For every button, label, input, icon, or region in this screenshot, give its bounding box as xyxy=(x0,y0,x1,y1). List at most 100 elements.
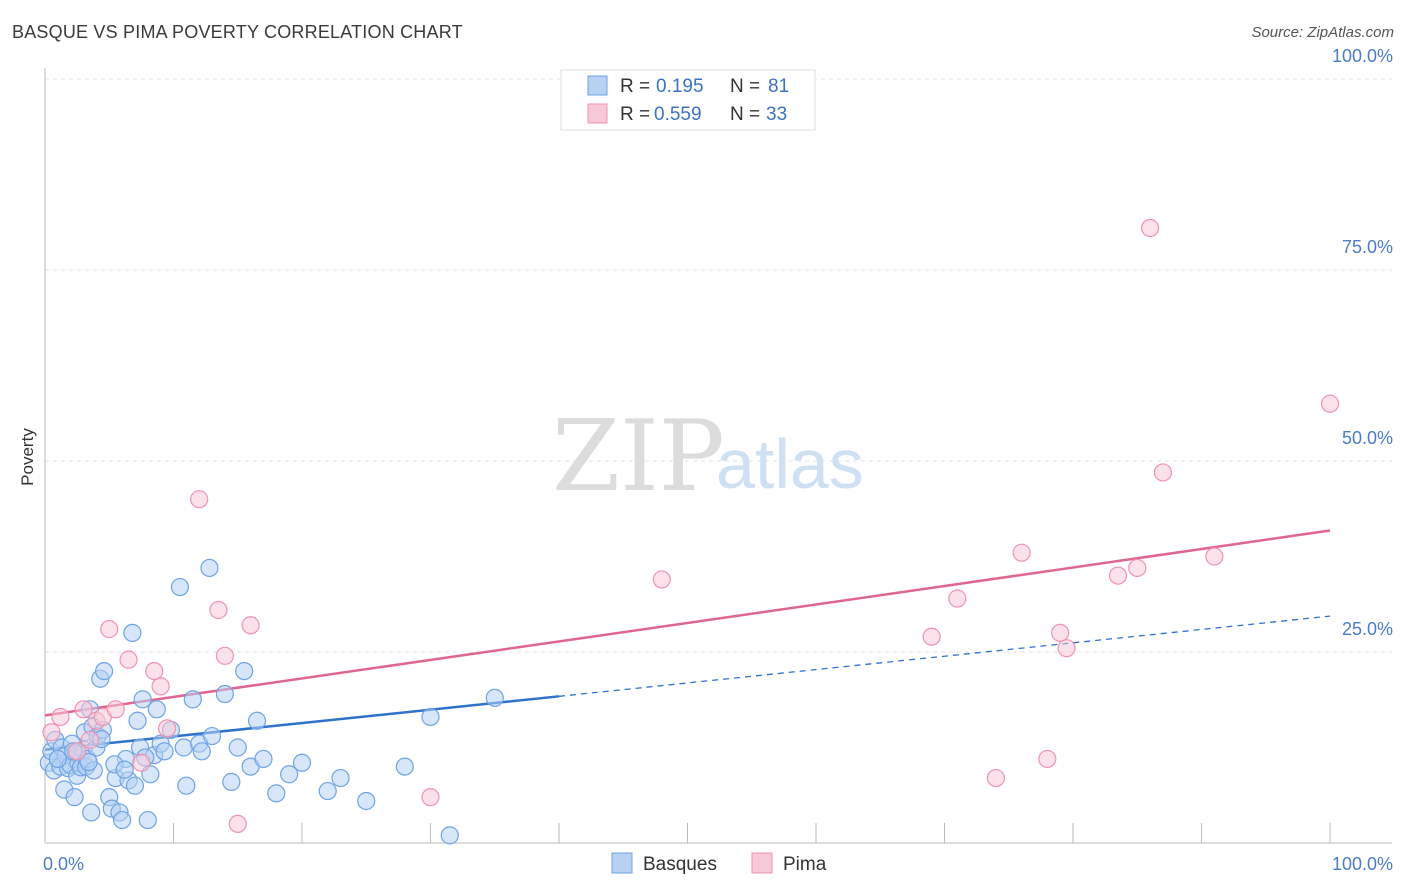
y-tick-label-3: 100.0% xyxy=(1332,46,1393,66)
data-point-pima-28 xyxy=(1108,566,1128,585)
data-point-pima-18 xyxy=(241,616,260,635)
x-tick-label-max: 100.0% xyxy=(1332,854,1393,874)
data-point-pima-11 xyxy=(145,661,164,681)
data-point-basques-53 xyxy=(200,558,219,578)
data-point-basques-56 xyxy=(222,772,241,791)
data-point-basques-37 xyxy=(123,623,142,643)
data-point-pima-3 xyxy=(74,700,93,719)
data-point-basques-75 xyxy=(115,760,134,779)
data-point-basques-29 xyxy=(95,661,114,681)
data-point-pima-1 xyxy=(51,707,70,727)
data-point-basques-80 xyxy=(318,781,337,801)
data-point-pima-17 xyxy=(228,814,247,834)
legend-n-label-basques: N = xyxy=(730,76,760,97)
data-point-basques-22 xyxy=(82,803,101,822)
data-point-pima-8 xyxy=(106,700,125,719)
data-point-basques-58 xyxy=(235,661,254,681)
data-point-pima-23 xyxy=(986,768,1006,788)
data-point-pima-14 xyxy=(190,490,209,509)
legend-r-label-basques: R = xyxy=(620,76,650,97)
y-axis-label: Poverty xyxy=(18,428,37,486)
data-point-basques-12 xyxy=(65,788,84,807)
watermark: ZIP atlas xyxy=(552,400,864,514)
x-tick-label-min: 0.0% xyxy=(43,854,84,874)
legend-n-value-pima: 33 xyxy=(766,104,787,125)
data-point-basques-69 xyxy=(485,688,504,707)
data-point-basques-41 xyxy=(133,690,152,709)
data-point-pima-7 xyxy=(100,619,119,639)
data-point-basques-54 xyxy=(202,726,222,746)
top-legend: R = 0.195 N = 81 R = 0.559 N = 33 xyxy=(560,69,816,131)
data-point-pima-9 xyxy=(119,650,138,669)
axes xyxy=(44,68,1392,844)
legend-swatch-pima xyxy=(587,103,608,124)
data-point-basques-78 xyxy=(192,742,211,761)
trend-lines xyxy=(44,529,1331,752)
data-point-pima-2 xyxy=(68,742,87,761)
y-tick-label-2: 75.0% xyxy=(1342,237,1393,257)
data-point-basques-79 xyxy=(247,711,267,730)
data-point-pima-29 xyxy=(1128,558,1147,578)
data-points xyxy=(39,218,1340,845)
legend-r-label-pima: R = xyxy=(620,104,650,125)
data-point-basques-66 xyxy=(395,757,414,776)
chart-title: BASQUE VS PIMA POVERTY CORRELATION CHART xyxy=(12,22,463,42)
bottom-legend: Basques Pima xyxy=(611,852,827,875)
data-point-basques-45 xyxy=(147,700,166,719)
data-point-basques-51 xyxy=(183,690,202,709)
data-point-basques-70 xyxy=(48,749,67,769)
bottom-legend-label-basques: Basques xyxy=(643,854,717,875)
legend-n-label-pima: N = xyxy=(730,104,760,125)
data-point-pima-13 xyxy=(157,719,177,738)
data-point-basques-68 xyxy=(440,826,459,845)
data-point-basques-67 xyxy=(421,707,440,727)
data-point-pima-extra-0 xyxy=(1320,394,1340,413)
data-point-basques-49 xyxy=(174,738,193,757)
data-point-basques-65 xyxy=(357,791,376,811)
data-point-pima-0 xyxy=(42,723,61,742)
data-point-basques-72 xyxy=(79,752,98,772)
legend-n-value-basques: 81 xyxy=(768,76,789,97)
data-point-basques-57 xyxy=(228,738,247,757)
data-point-pima-21 xyxy=(922,627,941,646)
data-point-basques-62 xyxy=(280,765,299,784)
y-tick-label-0: 25.0% xyxy=(1342,619,1393,639)
data-point-basques-50 xyxy=(177,776,196,795)
data-point-pima-15 xyxy=(209,600,228,620)
data-point-pima-32 xyxy=(1205,547,1224,566)
bottom-legend-swatch-basques xyxy=(611,852,633,874)
data-point-pima-22 xyxy=(948,589,967,608)
data-point-basques-47 xyxy=(155,742,174,761)
data-point-pima-19 xyxy=(421,788,440,807)
data-point-basques-39 xyxy=(128,711,147,730)
data-point-pima-20 xyxy=(652,570,671,589)
data-point-basques-60 xyxy=(254,749,273,769)
legend-r-value-pima: 0.559 xyxy=(654,104,702,125)
data-point-pima-31 xyxy=(1153,463,1173,482)
data-point-pima-30 xyxy=(1140,218,1160,238)
data-point-basques-63 xyxy=(292,753,312,772)
data-point-basques-34 xyxy=(112,810,132,830)
data-point-pima-24 xyxy=(1012,543,1031,562)
data-point-pima-26 xyxy=(1051,623,1070,643)
data-point-basques-38 xyxy=(125,776,145,795)
data-point-pima-4 xyxy=(80,730,100,749)
data-point-basques-48 xyxy=(170,577,190,597)
trend-line-pima xyxy=(44,529,1331,717)
data-point-pima-25 xyxy=(1038,749,1057,769)
bottom-legend-label-pima: Pima xyxy=(783,854,827,875)
data-point-basques-61 xyxy=(267,784,286,803)
trend-line-basques-extension xyxy=(558,615,1331,697)
trend-line-basques xyxy=(44,695,560,752)
source-credit: Source: ZipAtlas.com xyxy=(1251,24,1394,41)
data-point-basques-64 xyxy=(331,768,350,788)
grid-lines xyxy=(45,78,1392,653)
watermark-atlas: atlas xyxy=(716,425,864,503)
data-point-basques-55 xyxy=(215,684,234,704)
data-point-pima-12 xyxy=(151,677,170,696)
tick-labels: 25.0% 50.0% 75.0% 100.0% 0.0% 100.0% xyxy=(43,46,1393,874)
bottom-legend-swatch-pima xyxy=(751,852,773,874)
legend-r-value-basques: 0.195 xyxy=(656,76,704,97)
legend-swatch-basques xyxy=(587,75,608,96)
